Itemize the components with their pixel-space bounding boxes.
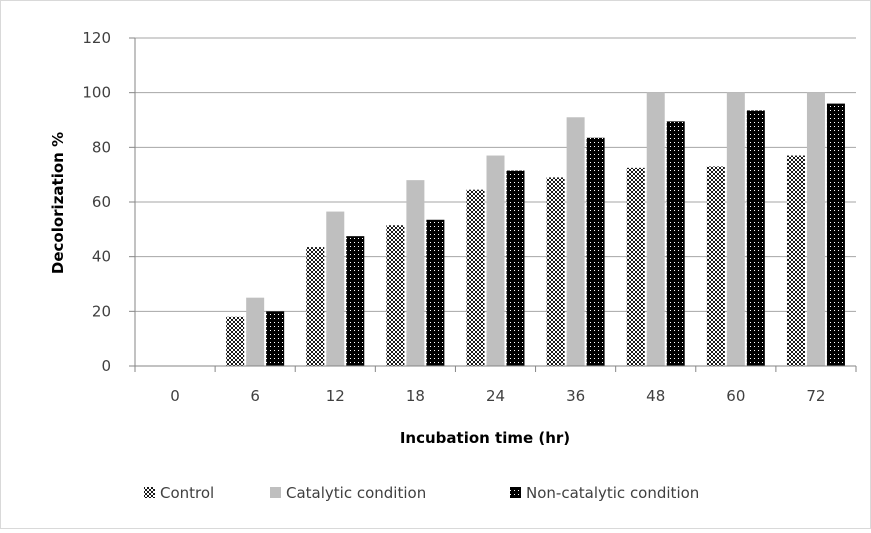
x-tick-labels: 0 6 12 18 24 36 48 60 72 <box>170 387 825 405</box>
x-tick-label: 6 <box>250 387 260 405</box>
legend-swatch <box>510 487 521 498</box>
bar-catalytic-condition <box>406 180 425 366</box>
bar-catalytic-condition <box>326 211 345 366</box>
bar-non-catalytic-condition <box>746 110 765 366</box>
bar-control <box>786 155 805 366</box>
bar-non-catalytic-condition <box>826 103 845 366</box>
bar-non-catalytic-condition <box>506 170 525 366</box>
y-tick-label: 0 <box>101 357 111 375</box>
x-tick-label: 48 <box>646 387 665 405</box>
bar-control <box>466 189 485 366</box>
bar-non-catalytic-condition <box>346 236 365 366</box>
x-tick-label: 72 <box>806 387 825 405</box>
x-tick-label: 12 <box>326 387 345 405</box>
legend-label: Control <box>160 484 214 502</box>
bar-catalytic-condition <box>646 92 665 367</box>
y-axis-title: Decolorization % <box>49 132 67 274</box>
legend-swatch <box>270 487 281 498</box>
axes <box>129 37 857 372</box>
y-tick-label: 60 <box>92 193 111 211</box>
bar-control <box>226 316 245 366</box>
x-tick-label: 60 <box>726 387 745 405</box>
bar-catalytic-condition <box>806 92 825 367</box>
y-tick-label: 80 <box>92 138 111 156</box>
y-tick-label: 120 <box>82 29 111 47</box>
bars <box>226 92 845 367</box>
y-tick-label: 100 <box>82 84 111 102</box>
x-tick-label: 18 <box>406 387 425 405</box>
bar-control <box>706 166 725 366</box>
bar-catalytic-condition <box>486 155 505 366</box>
y-tick-label: 40 <box>92 248 111 266</box>
bar-control <box>626 167 645 366</box>
bar-non-catalytic-condition <box>266 311 285 366</box>
legend-label: Catalytic condition <box>286 484 426 502</box>
legend-swatch <box>144 487 155 498</box>
bar-control <box>386 225 405 366</box>
bar-control <box>546 177 565 366</box>
x-tick-label: 36 <box>566 387 585 405</box>
x-tick-label: 0 <box>170 387 180 405</box>
legend-label: Non-catalytic condition <box>526 484 699 502</box>
legend: Control Catalytic condition Non-catalytic … <box>144 484 699 502</box>
y-tick-labels: 0 20 40 60 80 100 120 <box>82 29 111 375</box>
bar-catalytic-condition <box>726 92 745 367</box>
bar-control <box>306 247 325 366</box>
bar-non-catalytic-condition <box>586 137 605 366</box>
bar-catalytic-condition <box>566 117 585 367</box>
y-tick-label: 20 <box>92 302 111 320</box>
bar-non-catalytic-condition <box>666 121 685 366</box>
x-axis-title: Incubation time (hr) <box>400 429 570 447</box>
x-tick-label: 24 <box>486 387 505 405</box>
bar-non-catalytic-condition <box>426 219 445 366</box>
bar-catalytic-condition <box>246 297 265 366</box>
